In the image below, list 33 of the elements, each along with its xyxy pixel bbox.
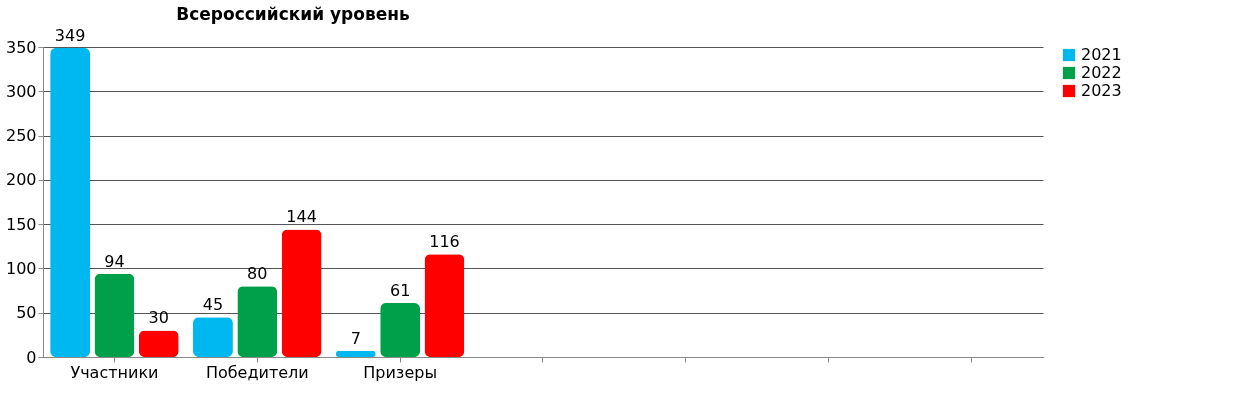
data-label: 144 [286,207,317,227]
legend-label: 2022 [1081,63,1122,82]
bar [380,302,421,357]
bar [281,229,322,357]
bar [193,317,233,357]
chart-title: Всероссийский уровень [176,3,410,24]
data-label: 30 [148,308,169,328]
y-tick-label: 350 [5,37,37,57]
bar [335,350,376,357]
data-label: 45 [202,295,224,315]
data-label: 94 [104,251,125,271]
data-label: 61 [389,280,411,300]
bar [50,47,91,357]
x-tick-label: Призеры [363,362,438,382]
bar [424,254,465,357]
data-label: 7 [350,328,361,348]
legend-label: 2023 [1081,81,1122,100]
bar [94,273,135,357]
data-label: 80 [247,264,268,284]
data-label: 116 [429,232,460,252]
y-tick-label: 50 [16,303,37,323]
data-label: 349 [54,25,86,45]
legend-label: 2021 [1081,45,1122,64]
x-tick-label: Победители [205,362,309,382]
y-tick-label: 0 [26,347,37,367]
y-tick-label: 250 [5,126,37,146]
y-tick-label: 200 [5,170,37,190]
y-tick-label: 300 [5,81,37,101]
bar [138,330,179,357]
y-tick-label: 100 [5,258,37,278]
y-tick-label: 150 [5,214,37,234]
x-tick-label: Участники [70,362,159,382]
bar [237,286,278,357]
